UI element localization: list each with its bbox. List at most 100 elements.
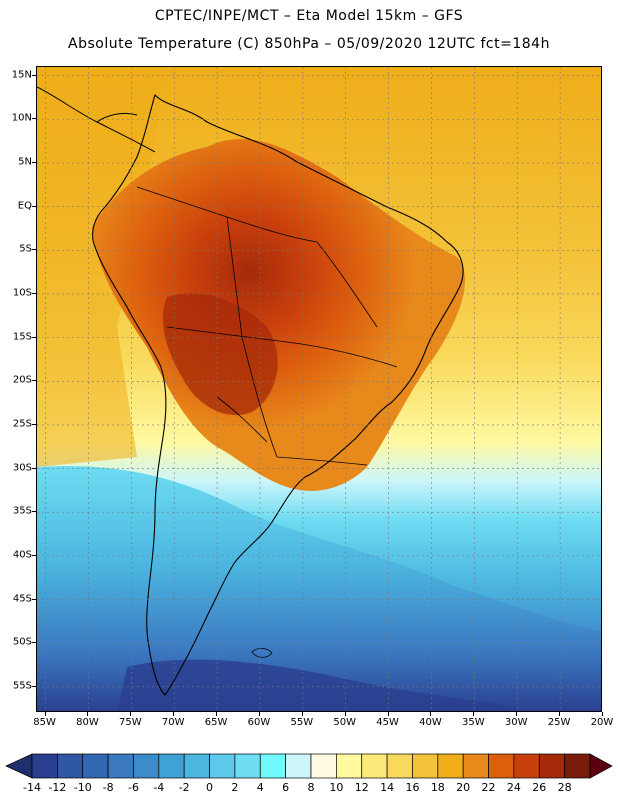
colorbar-tick-label: 0 <box>206 781 214 794</box>
lat-tick <box>32 380 36 382</box>
lon-label: 80W <box>76 717 99 728</box>
colorbar-swatch <box>462 753 489 779</box>
graticule <box>37 67 601 711</box>
colorbar-swatch <box>437 753 464 779</box>
heat-maximum <box>162 293 278 416</box>
lat-tick <box>32 685 36 687</box>
lat-label: 25S <box>12 418 32 430</box>
lat-tick <box>32 249 36 251</box>
lat-tick <box>32 467 36 469</box>
colorbar-swatch <box>158 753 185 779</box>
colorbar-swatch <box>57 753 84 779</box>
lat-tick <box>32 336 36 338</box>
colorbar-tick-label: 10 <box>329 781 344 794</box>
lon-label: 25W <box>547 717 571 728</box>
lon-tick <box>430 712 432 716</box>
lon-label: 45W <box>376 717 399 728</box>
colorbar-tick-label: -2 <box>178 781 190 794</box>
lat-tick <box>32 292 36 294</box>
lon-label: 40W <box>419 717 442 728</box>
lon-label: 65W <box>204 717 228 728</box>
map-title-line2: Absolute Temperature (C) 850hPa – 05/09/… <box>68 36 550 52</box>
colorbar-tick-label: 2 <box>231 781 239 794</box>
colorbar-tick-label: -14 <box>23 781 41 794</box>
lat-label: 50S <box>12 636 32 648</box>
lon-label: 20W <box>590 717 614 728</box>
lon-label: 60W <box>247 717 271 728</box>
colorbar-swatch <box>488 753 515 779</box>
map-title-line1: CPTEC/INPE/MCT – Eta Model 15km – GFS <box>154 8 464 24</box>
lat-tick <box>32 118 36 120</box>
colorbar-swatch <box>285 753 312 779</box>
colorbar-swatch <box>310 753 337 779</box>
lon-label: 85W <box>33 717 56 728</box>
colorbar-swatch <box>361 753 388 779</box>
temperature-map <box>36 66 602 712</box>
colorbar-swatch <box>259 753 286 779</box>
lat-tick <box>32 511 36 513</box>
lon-tick <box>387 712 389 716</box>
lat-label: 30S <box>12 462 32 474</box>
temperature-field <box>37 67 601 711</box>
lat-tick <box>32 554 36 556</box>
lon-label: 70W <box>161 717 185 728</box>
south-america-coastline <box>92 93 464 696</box>
lat-label: EQ <box>17 200 32 212</box>
colorbar-tick-label: 24 <box>506 781 521 794</box>
lon-tick <box>130 712 132 716</box>
colorbar <box>5 753 613 779</box>
colorbar-under-triangle <box>5 753 33 779</box>
lon-label: 75W <box>119 717 142 728</box>
colorbar-swatch <box>133 753 160 779</box>
colorbar-swatch <box>209 753 236 779</box>
lon-tick <box>216 712 218 716</box>
colorbar-tick-label: -6 <box>127 781 139 794</box>
colorbar-tick-label: 22 <box>481 781 496 794</box>
country-borders <box>136 186 398 466</box>
colorbar-tick-label: 14 <box>380 781 395 794</box>
colorbar-tick-label: -10 <box>73 781 92 794</box>
lon-tick <box>344 712 346 716</box>
lat-tick <box>32 598 36 600</box>
lat-label: 40S <box>12 549 32 561</box>
colorbar-tick-label: 28 <box>557 781 572 794</box>
lon-label: 30W <box>504 717 528 728</box>
colorbar-tick-label: 12 <box>354 781 369 794</box>
lon-label: 50W <box>333 717 357 728</box>
colorbar-swatch <box>564 753 591 779</box>
colorbar-tick-label: 16 <box>405 781 420 794</box>
lat-label: 15S <box>12 331 32 343</box>
southern-cold-zone <box>37 466 601 711</box>
lon-tick <box>44 712 46 716</box>
colorbar-tick-label: -12 <box>48 781 67 794</box>
lat-tick <box>32 74 36 76</box>
colorbar-tick-label: 8 <box>307 781 315 794</box>
lat-label: 15N <box>11 69 32 81</box>
lat-label: 35S <box>12 505 32 517</box>
lat-label: 45S <box>12 593 32 604</box>
lat-label: 10N <box>11 112 32 124</box>
lon-tick <box>301 712 303 716</box>
colorbar-tick-label: 26 <box>532 781 547 794</box>
colorbar-tick-label: 18 <box>430 781 445 794</box>
lat-label: 55S <box>12 680 32 692</box>
lat-tick <box>32 642 36 644</box>
lat-label: 20S <box>12 374 32 386</box>
lat-label: 10S <box>12 287 32 299</box>
lat-tick <box>32 162 36 164</box>
lon-tick <box>516 712 518 716</box>
colorbar-swatch <box>234 753 261 779</box>
lon-tick <box>473 712 475 716</box>
lat-tick <box>32 205 36 207</box>
lat-label: 5S <box>19 243 32 255</box>
colorbar-tick-label: -8 <box>102 781 114 794</box>
colorbar-over-triangle <box>589 753 613 779</box>
continental-heat-core <box>92 138 466 491</box>
colorbar-tick-label: 20 <box>456 781 471 794</box>
lon-label: 55W <box>290 717 314 728</box>
lon-tick <box>173 712 175 716</box>
central-america-coastline <box>37 86 156 153</box>
falkland-islands <box>251 647 273 658</box>
colorbar-swatch <box>183 753 210 779</box>
lon-tick <box>559 712 561 716</box>
